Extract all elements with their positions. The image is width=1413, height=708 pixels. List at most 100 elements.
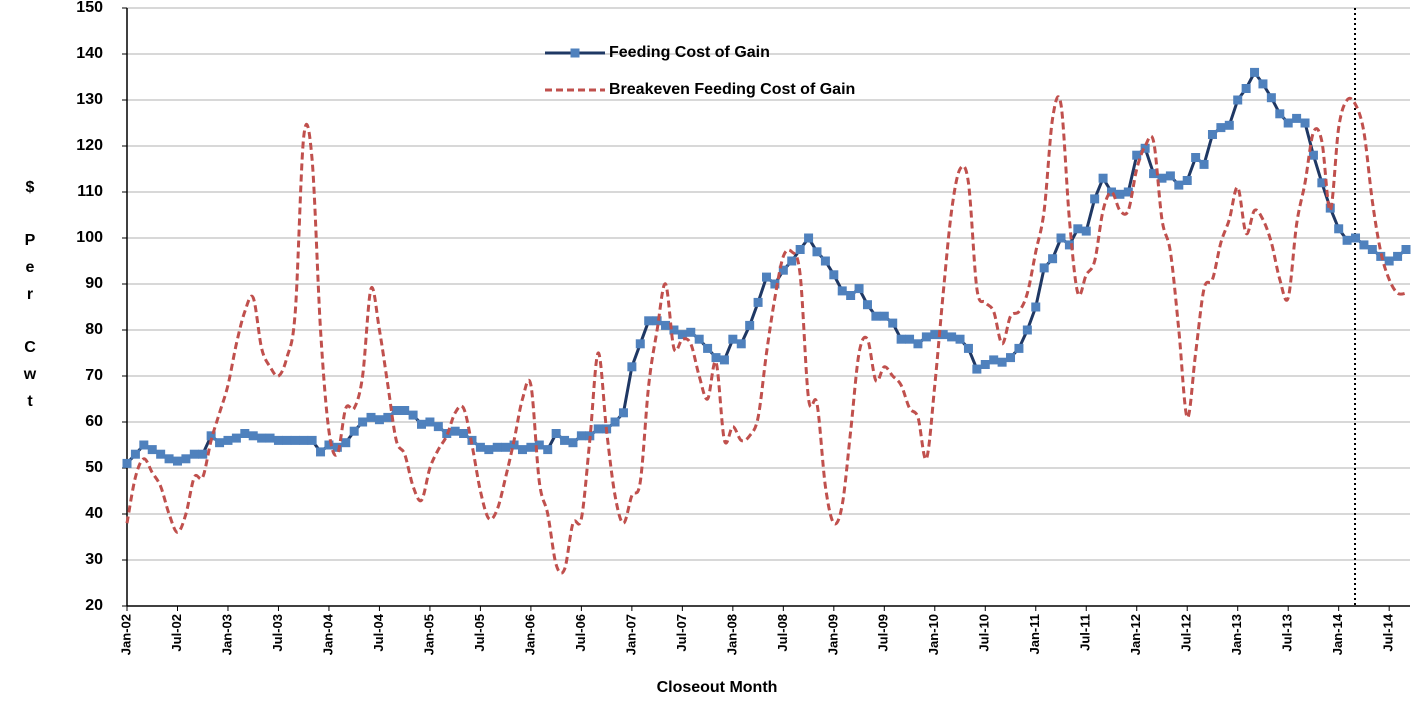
data-point bbox=[1014, 343, 1024, 353]
data-point bbox=[231, 433, 241, 443]
x-axis-label: Closeout Month bbox=[657, 679, 778, 696]
data-point bbox=[820, 256, 830, 266]
data-point bbox=[1157, 173, 1167, 183]
x-tick-label: Jan-02 bbox=[118, 614, 133, 655]
x-tick-label: Jan-06 bbox=[522, 614, 537, 655]
data-point bbox=[189, 449, 199, 459]
data-point bbox=[130, 449, 140, 459]
x-tick-label: Jul-05 bbox=[472, 614, 487, 652]
data-point bbox=[661, 320, 671, 330]
data-point bbox=[1174, 180, 1184, 190]
data-point bbox=[282, 435, 292, 445]
data-point bbox=[947, 332, 957, 342]
data-point bbox=[147, 445, 157, 455]
x-tick-label: Jan-08 bbox=[724, 614, 739, 655]
y-tick-label: 110 bbox=[77, 183, 103, 200]
x-tick-label: Jul-06 bbox=[573, 614, 588, 652]
data-point bbox=[829, 270, 839, 280]
data-point bbox=[1048, 254, 1058, 264]
data-point bbox=[307, 435, 317, 445]
data-point bbox=[1241, 84, 1251, 93]
x-tick-label: Jan-10 bbox=[926, 614, 941, 655]
data-point bbox=[1056, 233, 1066, 243]
data-point bbox=[517, 445, 527, 455]
x-tick-label: Jan-03 bbox=[219, 614, 234, 655]
data-point bbox=[492, 442, 502, 452]
data-point bbox=[1165, 171, 1175, 181]
y-tick-label: 60 bbox=[85, 413, 103, 430]
data-point bbox=[888, 318, 898, 328]
data-point bbox=[273, 435, 283, 445]
data-point bbox=[450, 426, 460, 436]
y-tick-label: 30 bbox=[85, 551, 103, 568]
data-point bbox=[593, 424, 603, 434]
data-point bbox=[719, 355, 729, 365]
data-point bbox=[1132, 150, 1142, 160]
data-point bbox=[1351, 233, 1361, 243]
data-point bbox=[484, 445, 494, 455]
x-tick-label: Jan-11 bbox=[1027, 614, 1042, 654]
data-point bbox=[156, 449, 166, 459]
data-point bbox=[501, 442, 511, 452]
data-point bbox=[980, 360, 990, 369]
data-point bbox=[652, 316, 662, 326]
data-point bbox=[1393, 251, 1403, 261]
x-tick-label: Jul-04 bbox=[371, 613, 386, 651]
data-point bbox=[787, 256, 797, 266]
data-point bbox=[324, 440, 334, 450]
data-point bbox=[316, 447, 326, 457]
data-point bbox=[1098, 173, 1108, 183]
data-point bbox=[955, 334, 965, 344]
data-point bbox=[181, 454, 191, 464]
y-tick-label: 20 bbox=[85, 597, 103, 614]
data-point bbox=[1233, 95, 1243, 105]
data-point bbox=[997, 357, 1007, 367]
data-point bbox=[938, 330, 948, 340]
data-point bbox=[139, 440, 149, 450]
data-point bbox=[618, 408, 628, 418]
x-tick-label: Jul-10 bbox=[977, 614, 992, 652]
series-line bbox=[125, 95, 1407, 575]
y-tick-label: 50 bbox=[85, 459, 103, 476]
data-point bbox=[930, 330, 940, 340]
x-tick-label: Jul-03 bbox=[270, 614, 285, 652]
data-point bbox=[400, 406, 410, 415]
data-point bbox=[341, 438, 351, 448]
data-point bbox=[1384, 256, 1394, 266]
data-point bbox=[1258, 79, 1268, 89]
data-point bbox=[1275, 109, 1285, 119]
y-axis-label: $ bbox=[26, 179, 35, 196]
y-tick-label: 80 bbox=[85, 321, 103, 338]
data-point bbox=[627, 362, 637, 372]
x-tick-label: Jul-02 bbox=[169, 614, 184, 652]
data-point bbox=[1292, 113, 1302, 123]
data-point bbox=[703, 343, 713, 353]
data-point bbox=[812, 247, 822, 257]
data-point bbox=[215, 438, 225, 448]
data-point bbox=[686, 327, 696, 337]
data-point bbox=[921, 332, 931, 342]
data-point bbox=[172, 456, 182, 466]
data-point bbox=[576, 431, 586, 441]
data-point bbox=[1006, 353, 1016, 363]
x-tick-label: Jan-09 bbox=[825, 614, 840, 655]
data-point bbox=[644, 316, 654, 326]
data-point bbox=[290, 435, 300, 445]
data-point bbox=[770, 279, 780, 289]
data-point bbox=[408, 410, 418, 420]
data-point bbox=[896, 334, 906, 344]
data-point bbox=[669, 325, 679, 335]
data-point bbox=[745, 320, 755, 330]
data-point bbox=[257, 433, 267, 443]
data-point bbox=[1300, 118, 1310, 128]
data-point bbox=[1308, 150, 1318, 160]
data-point bbox=[862, 300, 872, 310]
data-point bbox=[694, 334, 704, 344]
data-point bbox=[753, 297, 763, 307]
data-point bbox=[837, 286, 847, 296]
data-point bbox=[1191, 153, 1201, 162]
data-point bbox=[299, 435, 309, 445]
data-point bbox=[198, 449, 208, 459]
